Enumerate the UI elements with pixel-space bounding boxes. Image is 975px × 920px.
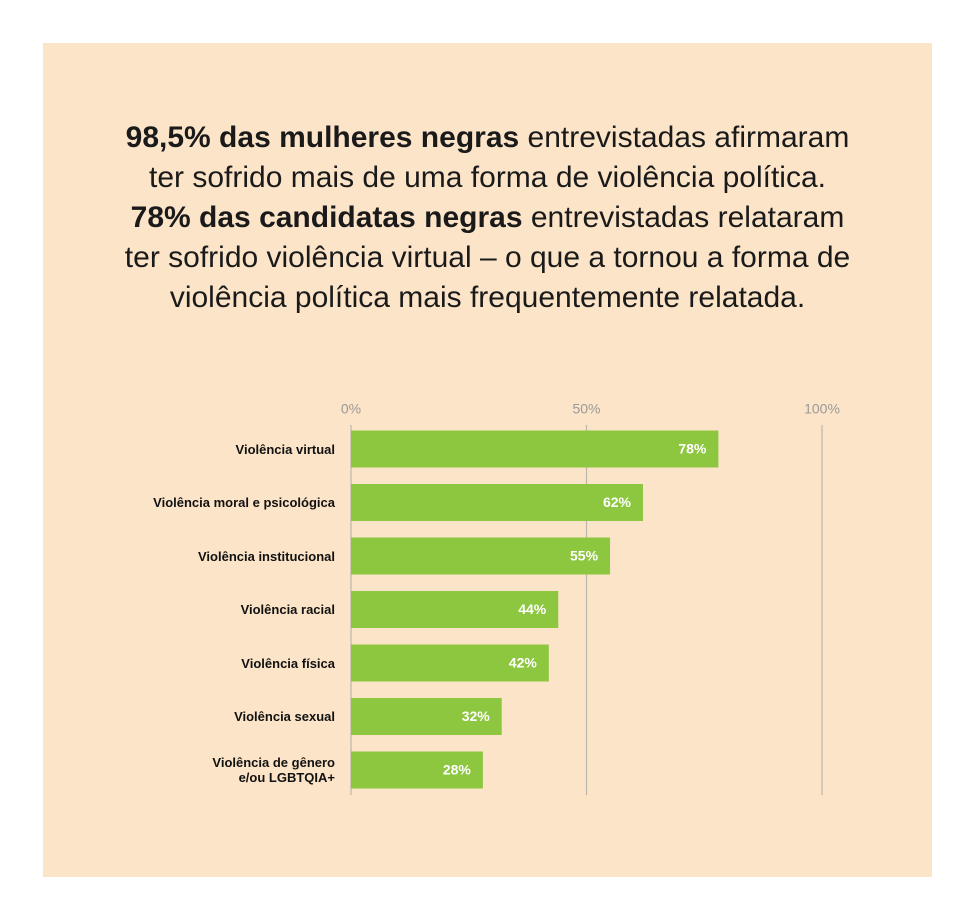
category-label: Violência sexual — [234, 709, 335, 724]
value-label: 62% — [603, 494, 632, 510]
category-label: Violência de gênero e/ou LGBTQIA+ — [212, 755, 335, 785]
title-segment: entrevistadas afirmaram ter sofrido mais… — [149, 121, 850, 194]
category-label: Violência física — [241, 655, 335, 671]
chart-title: 98,5% das mulheres negras entrevistadas … — [120, 118, 855, 318]
bar — [351, 591, 559, 628]
value-label: 55% — [570, 548, 599, 564]
x-tick-label: 0% — [341, 401, 361, 417]
title-segment: entrevistadas relataram ter sofrido viol… — [124, 201, 851, 314]
bar — [351, 751, 483, 789]
category-label: Violência racial — [240, 602, 335, 617]
category-label: Violência moral e psicológica — [153, 495, 335, 510]
bar — [351, 484, 644, 521]
value-label: 28% — [443, 762, 472, 778]
bar — [351, 430, 719, 468]
bar — [351, 698, 502, 735]
category-label: Violência institucional — [197, 548, 335, 564]
category-label: Violência virtual — [235, 441, 335, 457]
value-label: 78% — [678, 441, 707, 457]
bar — [351, 644, 549, 682]
value-label: 44% — [518, 601, 547, 617]
title-segment: 98,5% das mulheres negras — [125, 121, 520, 154]
x-tick-label: 50% — [572, 401, 600, 417]
value-label: 32% — [462, 708, 491, 724]
value-label: 42% — [509, 655, 538, 671]
x-tick-label: 100% — [804, 401, 840, 417]
title-segment: 78% das candidatas negras — [130, 201, 523, 234]
bar — [351, 537, 611, 575]
